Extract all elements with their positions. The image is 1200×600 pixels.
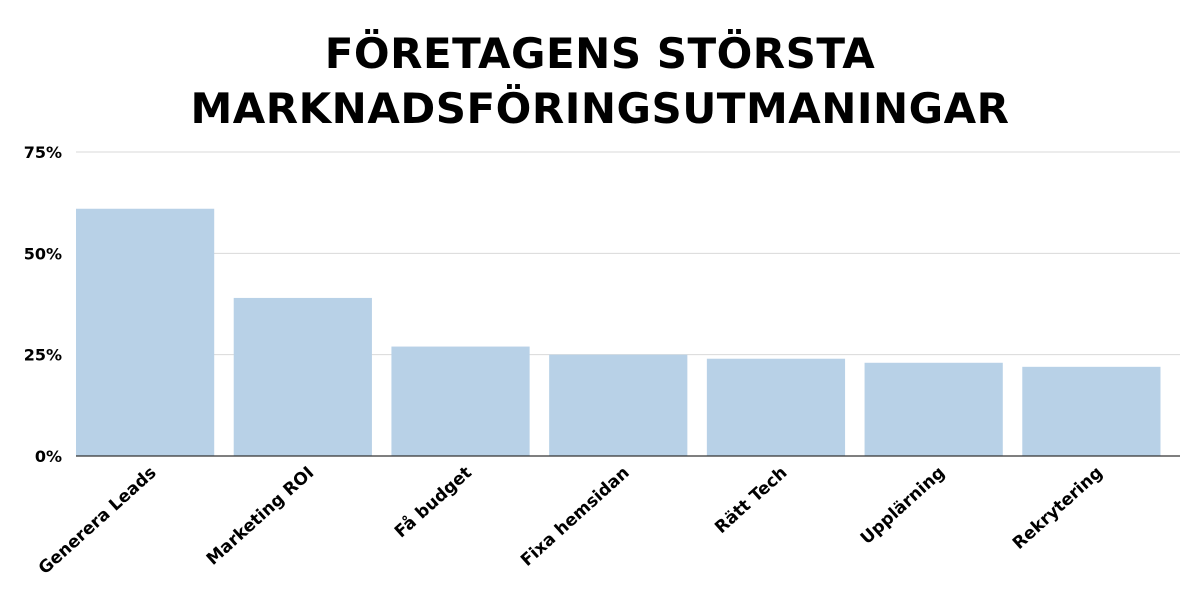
x-tick-label: Få budget — [390, 461, 476, 542]
chart-title-line-1: FÖRETAGENS STÖRSTA — [324, 29, 876, 78]
x-tick-label: Marketing ROI — [203, 463, 318, 570]
chart-title-line-2: MARKNADSFÖRINGSUTMANINGAR — [190, 84, 1010, 133]
y-tick-label: 25% — [24, 346, 62, 365]
y-tick-label: 0% — [35, 447, 62, 466]
x-tick-label: Fixa hemsidan — [517, 463, 634, 571]
x-axis-ticks: Generera Leads Marketing ROI Få budget Fixa… — [35, 461, 1107, 578]
bar — [864, 362, 1003, 456]
x-tick-label: Generera Leads — [35, 463, 161, 579]
bar — [1022, 366, 1161, 456]
x-tick-label: Rekrytering — [1009, 463, 1107, 554]
x-tick-label: Rätt Tech — [711, 463, 791, 538]
y-tick-label: 75% — [24, 143, 62, 162]
x-tick-label: Upplärning — [857, 463, 949, 549]
bar — [391, 346, 530, 456]
bar — [706, 358, 846, 456]
y-axis-ticks: 0% 25% 50% 75% — [24, 143, 62, 466]
chart-title: FÖRETAGENS STÖRSTA MARKNADSFÖRINGSUTMANI… — [0, 26, 1200, 136]
bars — [76, 208, 1161, 456]
y-tick-label: 50% — [24, 244, 62, 263]
bar — [233, 297, 372, 456]
bar — [76, 208, 215, 456]
bar — [549, 354, 688, 456]
